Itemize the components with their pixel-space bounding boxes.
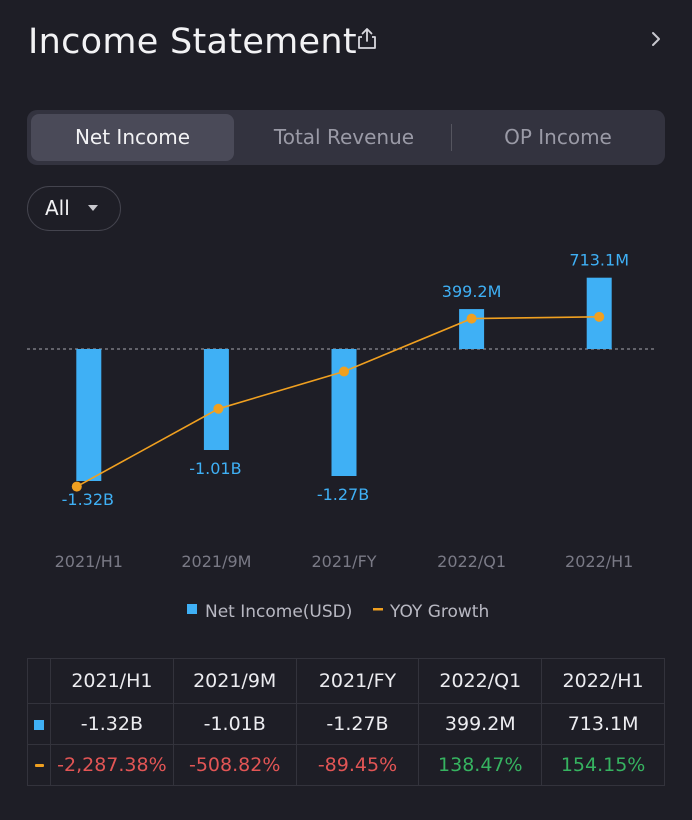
yoy-point-2022/Q1 bbox=[466, 313, 477, 324]
tab-net-income[interactable]: Net Income bbox=[31, 114, 234, 161]
bar-2021/H1 bbox=[76, 349, 102, 481]
legend-line-icon bbox=[373, 608, 383, 611]
x-tick-label: 2021/H1 bbox=[55, 552, 123, 571]
table-cell: -1.32B bbox=[50, 703, 174, 745]
bar-label-2021/FY: -1.27B bbox=[317, 485, 369, 504]
yoy-point-2021/H1 bbox=[71, 481, 82, 492]
bar-label-2022/H1: 713.1M bbox=[569, 251, 629, 270]
share-icon[interactable] bbox=[356, 27, 378, 51]
x-tick-label: 2021/9M bbox=[181, 552, 251, 571]
tab-op-income[interactable]: OP Income bbox=[504, 125, 612, 149]
page-title: Income Statement bbox=[28, 22, 357, 62]
table-col-header: 2021/FY bbox=[295, 658, 420, 704]
table-cell: -89.45% bbox=[295, 744, 420, 786]
x-tick-label: 2022/H1 bbox=[565, 552, 633, 571]
chevron-right-icon[interactable] bbox=[648, 28, 664, 50]
table-corner bbox=[27, 658, 51, 704]
header: Income Statement bbox=[28, 18, 664, 68]
bar-legend-icon bbox=[27, 703, 51, 745]
tab-divider bbox=[451, 124, 452, 151]
table-cell: 138.47% bbox=[418, 744, 543, 786]
data-table: 2021/H1 2021/9M 2021/FY 2022/Q1 2022/H1 … bbox=[27, 658, 665, 786]
table-cell: 713.1M bbox=[541, 703, 665, 745]
table-cell: -1.01B bbox=[172, 703, 297, 745]
legend-net-income-label: Net Income(USD) bbox=[205, 602, 352, 622]
table-col-header: 2022/Q1 bbox=[418, 658, 543, 704]
table-col-header: 2022/H1 bbox=[541, 658, 665, 704]
yoy-point-2021/FY bbox=[339, 366, 349, 377]
line-legend-icon bbox=[27, 744, 51, 786]
bar-label-2021/9M: -1.01B bbox=[189, 459, 241, 478]
legend-bar-icon bbox=[187, 604, 197, 614]
bar-2021/9M bbox=[203, 349, 229, 450]
net-income-chart: -1.32B -1.01B -1.27B 399.2M 713.1M 2021/H1 202… bbox=[27, 251, 657, 622]
table-row-yoy-growth: -2,287.38% -508.82% -89.45% 138.47% 154.… bbox=[27, 744, 665, 786]
x-tick-label: 2022/Q1 bbox=[437, 552, 506, 571]
table-row-net-income: -1.32B -1.01B -1.27B 399.2M 713.1M bbox=[27, 703, 665, 745]
period-filter-value: All bbox=[45, 196, 70, 220]
x-tick-label: 2021/FY bbox=[311, 552, 376, 571]
table-col-header: 2021/H1 bbox=[50, 658, 174, 704]
yoy-point-2021/9M bbox=[213, 403, 224, 414]
period-filter-dropdown[interactable]: All bbox=[27, 186, 121, 231]
bar-label-2022/Q1: 399.2M bbox=[442, 282, 502, 301]
tab-total-revenue[interactable]: Total Revenue bbox=[273, 125, 415, 149]
metric-tabs: Net Income Total Revenue OP Income bbox=[27, 110, 665, 165]
table-cell: -2,287.38% bbox=[50, 744, 174, 786]
bar-label-2021/H1: -1.32B bbox=[62, 490, 114, 509]
table-cell: 154.15% bbox=[541, 744, 665, 786]
table-col-header: 2021/9M bbox=[172, 658, 297, 704]
table-cell: -508.82% bbox=[172, 744, 297, 786]
caret-down-icon bbox=[88, 205, 98, 211]
yoy-point-2022/H1 bbox=[594, 311, 605, 322]
legend-yoy-growth-label: YOY Growth bbox=[389, 602, 489, 622]
table-header-row: 2021/H1 2021/9M 2021/FY 2022/Q1 2022/H1 bbox=[27, 658, 665, 704]
table-cell: 399.2M bbox=[418, 703, 543, 745]
table-cell: -1.27B bbox=[295, 703, 420, 745]
